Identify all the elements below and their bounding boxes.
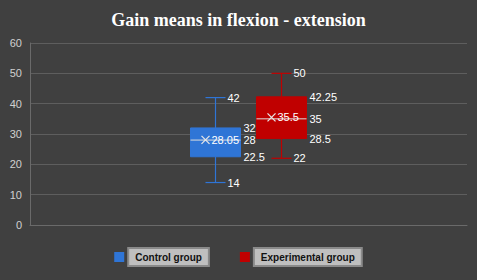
svg-text:28.05: 28.05 (212, 134, 240, 146)
svg-text:40: 40 (10, 98, 22, 110)
svg-text:10: 10 (10, 189, 22, 201)
svg-text:50: 50 (10, 67, 22, 79)
svg-text:30: 30 (10, 128, 22, 140)
svg-text:28: 28 (244, 134, 256, 146)
svg-text:Control group: Control group (135, 252, 202, 263)
svg-text:60: 60 (10, 37, 22, 49)
svg-text:28.5: 28.5 (310, 133, 331, 145)
svg-text:50: 50 (294, 67, 306, 79)
svg-text:14: 14 (228, 177, 240, 189)
svg-text:0: 0 (16, 219, 22, 231)
svg-text:20: 20 (10, 158, 22, 170)
svg-text:22.5: 22.5 (244, 151, 265, 163)
svg-text:35: 35 (310, 113, 322, 125)
svg-text:Experimental group: Experimental group (261, 252, 355, 263)
svg-text:Gain means in flexion - extens: Gain means in flexion - extension (111, 10, 366, 30)
svg-text:42.25: 42.25 (310, 91, 338, 103)
svg-text:42: 42 (228, 92, 240, 104)
svg-text:22: 22 (294, 152, 306, 164)
svg-text:32: 32 (244, 122, 256, 134)
svg-text:35.5: 35.5 (278, 111, 299, 123)
